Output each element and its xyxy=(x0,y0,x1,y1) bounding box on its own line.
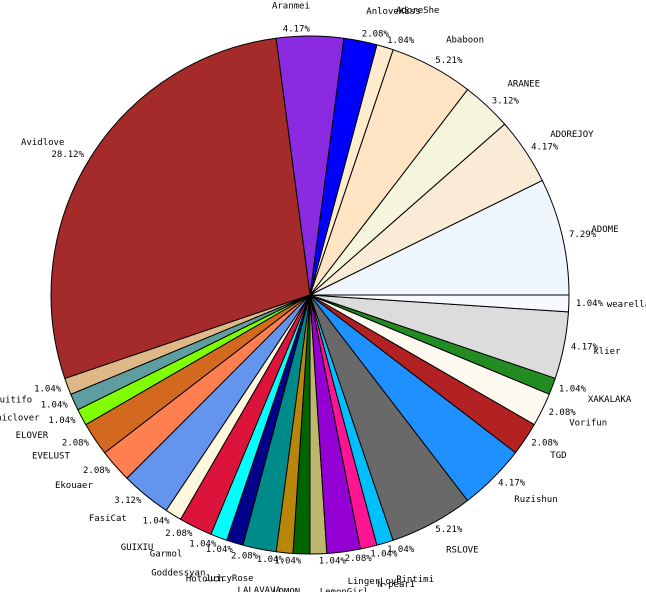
pct-label-wearella: 1.04% xyxy=(576,299,604,309)
pct-label-ekouaer: 2.08% xyxy=(83,466,111,476)
slice-label-aranee: ARANEE xyxy=(508,80,541,90)
slice-label-klier: klier xyxy=(593,347,621,357)
slice-label-adome: ADOME xyxy=(591,225,618,235)
pie-slice-wearella xyxy=(309,294,570,313)
slice-label-anlovekiss: AnloveKiss xyxy=(366,7,420,17)
pie-slice-adome xyxy=(309,179,570,296)
pct-label-lomon: 1.04% xyxy=(274,556,302,566)
pct-label-adorejoy: 4.17% xyxy=(531,143,559,153)
pct-label-hotouch: 1.04% xyxy=(206,545,234,555)
slice-label-evelust: EVELUST xyxy=(32,451,71,461)
pct-label-vorifun: 2.08% xyxy=(549,408,577,418)
slice-label-ruzishun: Ruzishun xyxy=(514,495,557,505)
pct-label-fasicat: 3.12% xyxy=(114,496,142,506)
slice-label-aranmei: Aranmei xyxy=(272,2,310,12)
pct-label-lalavava: 1.04% xyxy=(257,555,285,565)
pct-label-elover: 1.04% xyxy=(48,416,76,426)
pct-label-chiclover: 1.04% xyxy=(41,401,69,411)
slice-label-chiclover: Chiclover xyxy=(0,413,40,423)
slice-label-adoreshe: AdoreShe xyxy=(396,6,439,16)
pct-label-aranmei: 4.17% xyxy=(283,25,311,35)
slice-label-vorifun: Vorifun xyxy=(569,418,607,428)
pct-label-n-peari: 1.04% xyxy=(370,550,398,560)
slice-label-adorejoy: ADOREJOY xyxy=(550,130,594,140)
slice-label-elover: ELOVER xyxy=(16,431,49,441)
pct-label-ababoon: 5.21% xyxy=(435,56,463,66)
slice-label-rslove: RSLOVE xyxy=(446,545,479,555)
slice-label-tgd: TGD xyxy=(550,451,566,461)
slice-label-ababoon: Ababoon xyxy=(446,36,484,46)
slice-label-buitifo: Buitifo xyxy=(0,395,32,405)
slice-label-lalavava: LALAVAVA xyxy=(238,586,282,592)
pct-label-lemongirl: 1.04% xyxy=(319,556,347,566)
slice-label-goddessyan: Goddessyan xyxy=(151,569,205,579)
pct-label-buitifo: 1.04% xyxy=(34,385,62,395)
pct-label-juicyrose: 2.08% xyxy=(231,551,259,561)
pct-label-goddessyan: 1.04% xyxy=(189,540,217,550)
pct-label-ruzishun: 4.17% xyxy=(498,479,526,489)
slice-label-xakalaka: XAKALAKA xyxy=(588,395,632,405)
pct-label-evelust: 2.08% xyxy=(62,439,90,449)
pct-label-lingerlove: 2.08% xyxy=(345,554,373,564)
pct-label-xakalaka: 1.04% xyxy=(559,384,587,394)
slice-label-wearella: wearella xyxy=(607,300,646,310)
pct-label-garmol: 2.08% xyxy=(165,529,193,539)
slice-label-lingerlove: LingerLove xyxy=(348,577,402,587)
pct-label-pintimi: 1.04% xyxy=(387,545,415,555)
pct-label-aranee: 3.12% xyxy=(492,96,520,106)
pct-label-adoreshe: 1.04% xyxy=(387,36,415,46)
pie-slice-avidlove xyxy=(50,37,311,380)
pct-label-rslove: 5.21% xyxy=(435,525,463,535)
slice-label-juicyrose: JuicyRose xyxy=(205,574,254,584)
slice-label-hotouch: Hotouch xyxy=(186,575,224,585)
pct-label-avidlove: 28.12% xyxy=(51,150,84,160)
pct-label-adome: 7.29% xyxy=(569,230,597,240)
slices-layer xyxy=(50,35,570,555)
slice-label-guixiu: GUIXIU xyxy=(121,543,154,553)
pct-label-tgd: 2.08% xyxy=(531,438,559,448)
slice-label-fasicat: FasiCat xyxy=(89,514,127,524)
slice-label-garmol: Garmol xyxy=(150,550,183,560)
slice-label-pintimi: Pintimi xyxy=(396,575,434,585)
slice-label-avidlove: Avidlove xyxy=(21,138,64,148)
slice-label-ekouaer: Ekouaer xyxy=(55,481,94,491)
pct-label-klier: 4.17% xyxy=(571,342,599,352)
pct-label-anlovekiss: 2.08% xyxy=(362,30,390,40)
slice-label-n-peari: N-pearI xyxy=(377,580,415,590)
slice-label-lomon: LOMON xyxy=(273,587,300,592)
pct-label-guixiu: 1.04% xyxy=(143,517,171,527)
slice-label-lemongirl: LemonGirl xyxy=(320,587,369,592)
